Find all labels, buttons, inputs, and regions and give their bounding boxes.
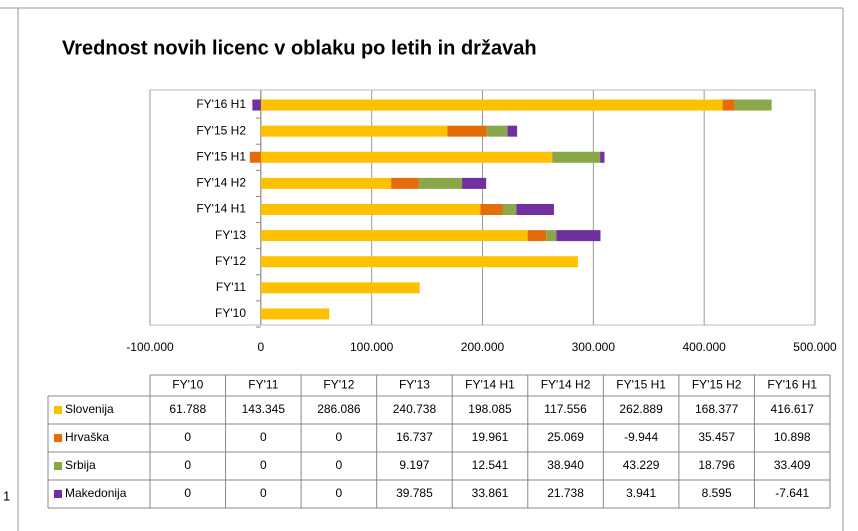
stray-text: 1 xyxy=(3,488,10,503)
legend-label: Hrvaška xyxy=(65,430,109,444)
table-header: FY'12 xyxy=(323,378,354,392)
bar xyxy=(486,125,508,137)
table-cell: 10.898 xyxy=(774,430,811,444)
table-cell: 43.229 xyxy=(623,458,660,472)
bar xyxy=(260,230,528,242)
bar xyxy=(527,230,547,242)
table-cell: 25.069 xyxy=(547,430,584,444)
y-tick-label: FY'16 H1 xyxy=(196,97,246,111)
table-cell: 61.788 xyxy=(169,402,206,416)
table-cell: 0 xyxy=(260,486,267,500)
y-tick-label: FY'14 H2 xyxy=(196,176,246,190)
table-cell: 3.941 xyxy=(626,486,656,500)
bar xyxy=(480,204,503,215)
table-cell: 0 xyxy=(184,458,191,472)
table-cell: 240.738 xyxy=(393,402,437,416)
table-cell: 0 xyxy=(184,430,191,444)
bar xyxy=(391,177,419,189)
chart-title: Vrednost novih licenc v oblaku po letih … xyxy=(62,37,537,59)
legend-swatch xyxy=(54,462,62,470)
y-tick-label: FY'13 xyxy=(215,228,246,242)
table-header: FY'14 H2 xyxy=(541,378,591,392)
legend-label: Makedonija xyxy=(65,486,127,500)
y-tick-label: FY'11 xyxy=(216,280,246,294)
bar xyxy=(260,256,578,268)
table-cell: 262.889 xyxy=(619,402,663,416)
table-cell: 198.085 xyxy=(468,402,512,416)
table-header: FY'15 H2 xyxy=(692,378,742,392)
bar xyxy=(260,204,481,215)
bar xyxy=(260,282,420,294)
bar xyxy=(260,151,553,163)
bar xyxy=(502,204,517,215)
x-tick-label: 400.000 xyxy=(682,340,726,354)
table-cell: 33.861 xyxy=(472,486,509,500)
table-cell: 0 xyxy=(336,486,343,500)
table-cell: -7.641 xyxy=(775,486,809,500)
table-cell: 286.086 xyxy=(317,402,361,416)
bar xyxy=(552,151,601,163)
table-header: FY'13 xyxy=(399,378,430,392)
table-cell: 19.961 xyxy=(472,430,509,444)
bar xyxy=(260,308,330,320)
bar xyxy=(418,177,463,189)
table-cell: 168.377 xyxy=(695,402,739,416)
table-cell: 117.556 xyxy=(544,402,587,416)
table-cell: 12.541 xyxy=(472,458,509,472)
y-tick-label: FY'15 H2 xyxy=(196,123,246,137)
table-cell: 16.737 xyxy=(396,430,433,444)
bar xyxy=(516,204,554,215)
x-tick-label: 200.000 xyxy=(461,340,505,354)
legend-swatch xyxy=(54,406,62,414)
table-cell: 0 xyxy=(184,486,191,500)
x-tick-label: 0 xyxy=(257,340,264,354)
x-tick-label: 300.000 xyxy=(572,340,616,354)
bar xyxy=(546,230,557,242)
legend-label: Srbija xyxy=(65,458,96,472)
bar xyxy=(734,99,772,111)
table-cell: 9.197 xyxy=(399,458,429,472)
table-header: FY'14 H1 xyxy=(465,378,515,392)
x-tick-label: 100.000 xyxy=(350,340,394,354)
table-cell: 0 xyxy=(336,458,343,472)
table-cell: 143.345 xyxy=(242,402,286,416)
y-tick-label: FY'12 xyxy=(215,254,246,268)
y-tick-label: FY'10 xyxy=(215,306,246,320)
bar xyxy=(447,125,487,137)
legend-swatch xyxy=(54,434,62,442)
table-cell: 0 xyxy=(260,458,267,472)
table-cell: 38.940 xyxy=(547,458,584,472)
table-cell: 8.595 xyxy=(702,486,732,500)
bar xyxy=(249,151,261,163)
table-header: FY'15 H1 xyxy=(616,378,666,392)
table-cell: 416.617 xyxy=(771,402,815,416)
y-tick-label: FY'14 H1 xyxy=(196,202,246,216)
table-cell: 18.796 xyxy=(698,458,735,472)
table-cell: 0 xyxy=(260,430,267,444)
table-cell: 33.409 xyxy=(774,458,811,472)
bar xyxy=(600,151,605,163)
bar xyxy=(722,99,735,111)
table-cell: -9.944 xyxy=(624,430,658,444)
x-tick-label: 500.000 xyxy=(793,340,837,354)
legend-swatch xyxy=(54,490,62,498)
table-cell: 35.457 xyxy=(698,430,735,444)
bar xyxy=(260,99,723,111)
x-tick-label: -100.000 xyxy=(126,340,174,354)
table-header: FY'16 H1 xyxy=(767,378,817,392)
bar xyxy=(252,99,261,111)
bar xyxy=(260,177,392,189)
bar xyxy=(260,125,448,137)
table-header: FY'11 xyxy=(248,378,278,392)
bar xyxy=(462,177,487,189)
bar xyxy=(556,230,601,242)
legend-label: Slovenija xyxy=(65,402,114,416)
bar xyxy=(507,125,518,137)
table-cell: 39.785 xyxy=(396,486,433,500)
table-cell: 0 xyxy=(336,430,343,444)
y-tick-label: FY'15 H1 xyxy=(196,149,246,163)
table-header: FY'10 xyxy=(172,378,203,392)
table-cell: 21.738 xyxy=(547,486,584,500)
